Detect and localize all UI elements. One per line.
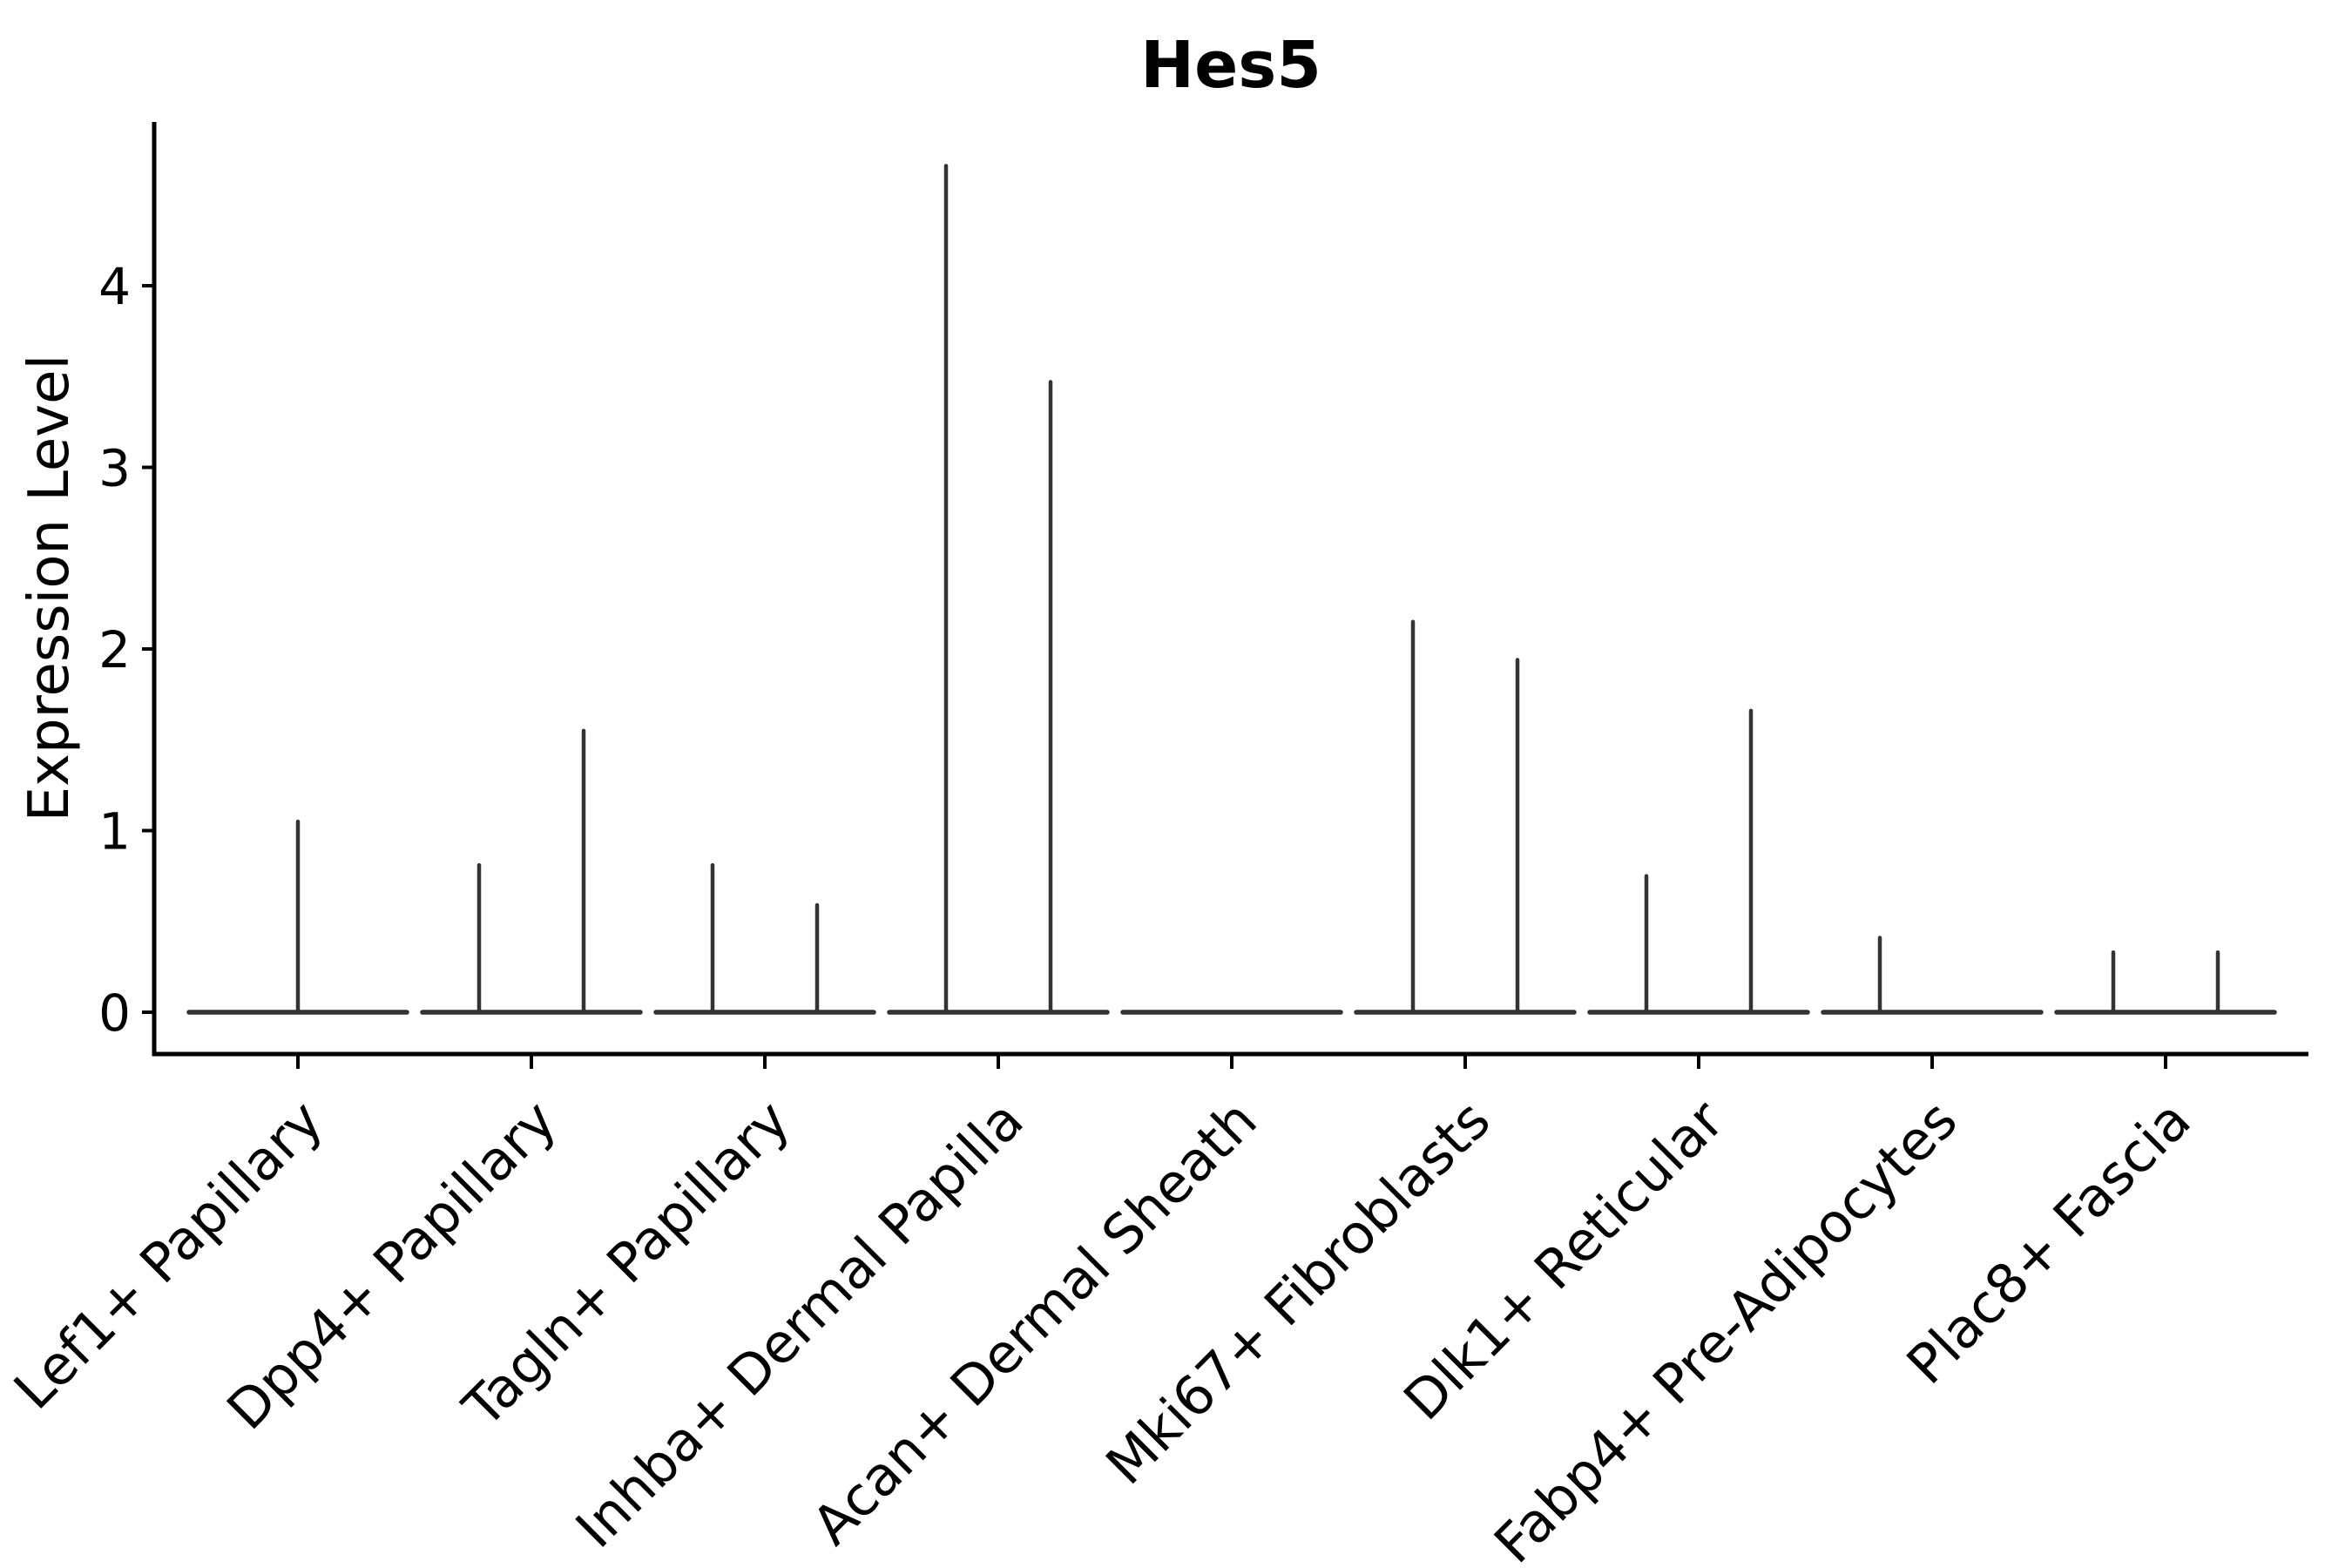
y-tick-label: 1	[98, 801, 131, 861]
y-tick-label: 3	[98, 438, 131, 497]
y-tick-label: 2	[98, 620, 131, 679]
violin-layer	[186, 164, 2277, 1015]
y-tick-label: 0	[98, 983, 131, 1043]
y-tick-label: 4	[98, 257, 131, 316]
y-axis-label: Expression Level	[17, 355, 82, 822]
x-tick-label: Fabp4+ Pre-Adipocytes	[1482, 1088, 1969, 1568]
x-tick-label: Acan+ Dermal Sheath	[800, 1088, 1268, 1557]
x-tick-label: Inhba+ Dermal Papilla	[564, 1088, 1036, 1560]
chart-title: Hes5	[1140, 28, 1321, 103]
x-tick-label: Mki67+ Fibroblasts	[1093, 1088, 1502, 1497]
